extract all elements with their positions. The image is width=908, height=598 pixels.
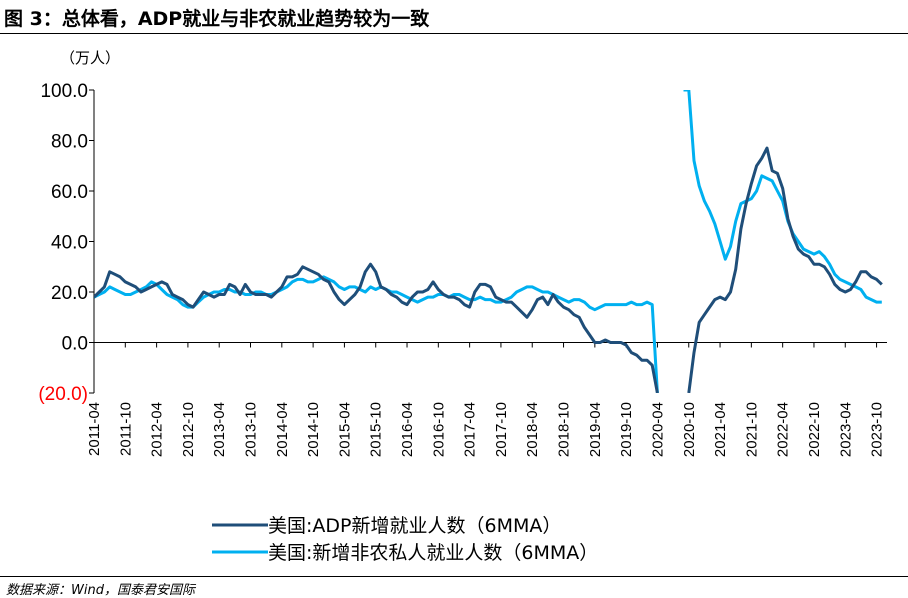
x-tick-label: 2019-10 [618, 402, 635, 457]
x-tick-label: 2014-10 [305, 402, 322, 457]
x-tick-label: 2023-04 [837, 402, 854, 457]
x-tick-label: 2018-04 [524, 402, 541, 457]
legend-label-0: 美国:ADP新增就业人数（6MMA） [268, 515, 561, 537]
x-tick-label: 2018-10 [556, 402, 573, 457]
unit-label: （万人） [60, 49, 120, 67]
series-line-0-segment-1 [687, 146, 883, 393]
x-tick-label: 2022-10 [806, 402, 823, 457]
x-tick-label: 2011-04 [86, 402, 103, 456]
legend: 美国:ADP新增就业人数（6MMA） 美国:新增非农私人就业人数（6MMA） [212, 515, 598, 564]
y-tick-label: (20.0) [38, 384, 88, 405]
x-tick-label: 2020-04 [649, 402, 666, 457]
x-tick-label: 2019-04 [587, 402, 604, 457]
x-tick-label: 2017-04 [462, 402, 479, 457]
x-tick-label: 2016-10 [430, 402, 447, 457]
x-tick-label: 2012-10 [180, 402, 197, 457]
y-tick-label: 100.0 [40, 81, 88, 102]
y-tick-label: 60.0 [51, 182, 88, 203]
x-tick-label: 2015-04 [336, 402, 353, 457]
x-tick-label: 2020-10 [681, 402, 698, 457]
x-tick-label: 2023-10 [869, 402, 886, 457]
x-axis: 2011-04 2011-10 2012-04 2012-10 2013-04 2013-… [86, 342, 887, 457]
y-axis: (20.0) 0.0 20.0 40.0 60.0 80.0 100.0 [38, 81, 95, 405]
title-rule [0, 33, 908, 34]
series-line-1-segment-1 [683, 90, 882, 304]
y-tick-label: 80.0 [51, 132, 88, 153]
figure-title: 图 3：总体看，ADP就业与非农就业趋势较为一致 [4, 8, 430, 30]
x-tick-label: 2012-04 [149, 402, 166, 457]
source-note: 数据来源：Wind，国泰君安国际 [6, 583, 195, 598]
x-tick-label: 2017-10 [493, 402, 510, 457]
legend-label-1: 美国:新增非农私人就业人数（6MMA） [268, 542, 598, 564]
x-tick-label: 2021-04 [712, 402, 729, 457]
x-tick-label: 2011-10 [117, 402, 134, 456]
series-line-1-segment-0 [94, 275, 659, 393]
source-rule [0, 576, 908, 577]
series-line-0-segment-0 [94, 262, 659, 393]
x-tick-label: 2016-04 [399, 402, 416, 457]
x-tick-label: 2021-10 [743, 402, 760, 457]
x-tick-label: 2013-10 [243, 402, 260, 457]
x-tick-label: 2022-04 [775, 402, 792, 457]
x-tick-label: 2015-10 [368, 402, 385, 457]
series-layer [94, 90, 883, 393]
y-tick-label: 40.0 [51, 233, 88, 254]
y-tick-label: 0.0 [62, 334, 88, 355]
x-tick-label: 2013-04 [211, 402, 228, 457]
x-tick-label: 2014-04 [274, 402, 291, 457]
y-tick-label: 20.0 [51, 283, 88, 304]
